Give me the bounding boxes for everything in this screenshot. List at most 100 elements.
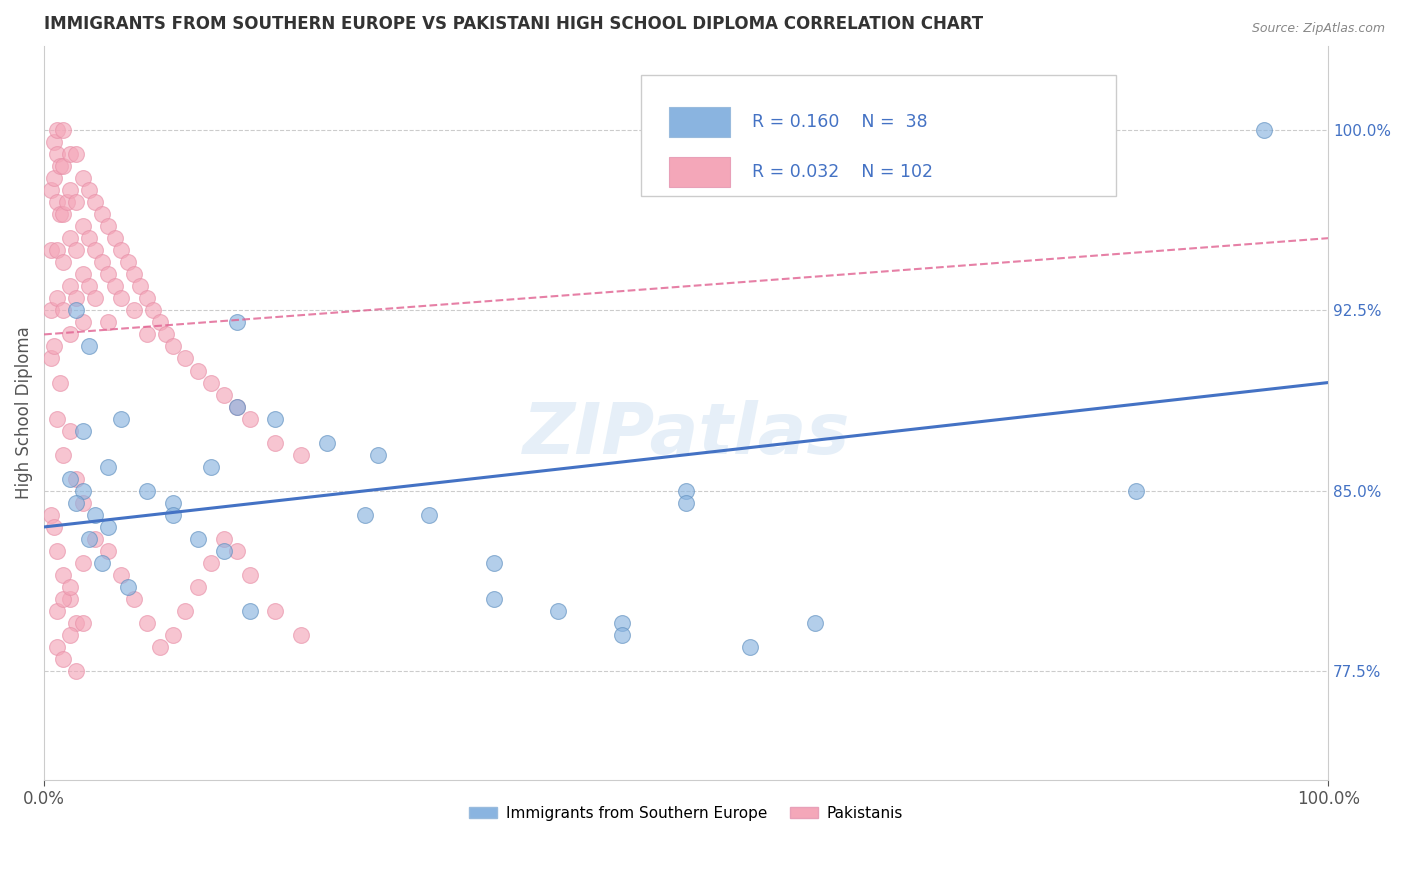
Point (52, 159, 75, 173)
Point (48, 376, 70, 390)
Point (59, 592, 82, 607)
Point (59, 628, 82, 642)
Point (162, 628, 184, 642)
Point (84, 195, 107, 210)
Point (212, 532, 235, 546)
Point (482, 556, 505, 570)
Point (39, 303, 62, 318)
Point (675, 483, 697, 498)
Point (187, 580, 209, 594)
Point (90, 207, 112, 221)
Point (225, 315, 247, 329)
Point (65, 496, 87, 510)
Point (264, 411, 287, 425)
Point (59, 580, 82, 594)
Point (162, 496, 184, 510)
Point (97, 459, 120, 474)
Point (162, 339, 184, 353)
Point (84, 244, 107, 258)
Point (110, 411, 132, 425)
Point (135, 483, 157, 498)
Point (39, 351, 62, 366)
Point (44, 171, 66, 186)
Text: IMMIGRANTS FROM SOUTHERN EUROPE VS PAKISTANI HIGH SCHOOL DIPLOMA CORRELATION CHA: IMMIGRANTS FROM SOUTHERN EUROPE VS PAKIS… (44, 15, 983, 33)
Point (290, 448, 312, 462)
Point (117, 255, 139, 269)
Point (104, 231, 127, 245)
Point (48, 159, 70, 173)
Point (77, 339, 100, 353)
Point (52, 303, 75, 318)
Point (315, 435, 337, 450)
Point (72, 556, 94, 570)
Point (46, 411, 69, 425)
Point (155, 327, 177, 342)
Point (110, 244, 132, 258)
Point (187, 363, 209, 377)
Point (77, 183, 100, 197)
Point (46, 147, 69, 161)
Point (97, 315, 120, 329)
Point (238, 411, 260, 425)
Point (59, 472, 82, 486)
Point (52, 207, 75, 221)
Point (65, 291, 87, 305)
Point (90, 556, 112, 570)
Point (200, 376, 222, 390)
Point (52, 592, 75, 607)
Point (97, 520, 120, 534)
Point (225, 544, 247, 558)
Point (162, 508, 184, 522)
Point (149, 315, 172, 329)
FancyBboxPatch shape (641, 75, 1116, 196)
FancyBboxPatch shape (669, 157, 730, 187)
Point (59, 147, 82, 161)
Point (39, 183, 62, 197)
Point (367, 448, 389, 462)
Point (59, 424, 82, 438)
Point (72, 267, 94, 281)
Point (48, 207, 70, 221)
Point (39, 244, 62, 258)
Text: R = 0.032    N = 102: R = 0.032 N = 102 (752, 163, 932, 181)
Point (65, 665, 87, 679)
Point (264, 435, 287, 450)
Point (238, 568, 260, 582)
Point (547, 604, 569, 618)
Point (354, 508, 377, 522)
Point (44, 135, 66, 149)
Point (117, 580, 139, 594)
Point (59, 327, 82, 342)
Point (135, 327, 157, 342)
Point (84, 532, 107, 546)
Point (84, 508, 107, 522)
Point (52, 652, 75, 666)
Point (149, 640, 172, 655)
Point (200, 459, 222, 474)
Point (77, 231, 100, 245)
Point (56, 195, 79, 210)
Point (46, 123, 69, 137)
Point (418, 508, 440, 522)
Point (97, 544, 120, 558)
Point (212, 544, 235, 558)
Point (174, 351, 197, 366)
Point (90, 255, 112, 269)
Point (72, 315, 94, 329)
Point (72, 219, 94, 234)
Point (72, 483, 94, 498)
Point (104, 279, 127, 293)
Point (212, 387, 235, 401)
Point (59, 279, 82, 293)
Point (135, 616, 157, 631)
Point (187, 532, 209, 546)
Point (46, 544, 69, 558)
Point (610, 628, 633, 642)
Y-axis label: High School Diploma: High School Diploma (15, 326, 32, 499)
Point (129, 279, 152, 293)
Point (264, 604, 287, 618)
Point (46, 195, 69, 210)
Point (84, 291, 107, 305)
Point (97, 219, 120, 234)
Point (72, 616, 94, 631)
